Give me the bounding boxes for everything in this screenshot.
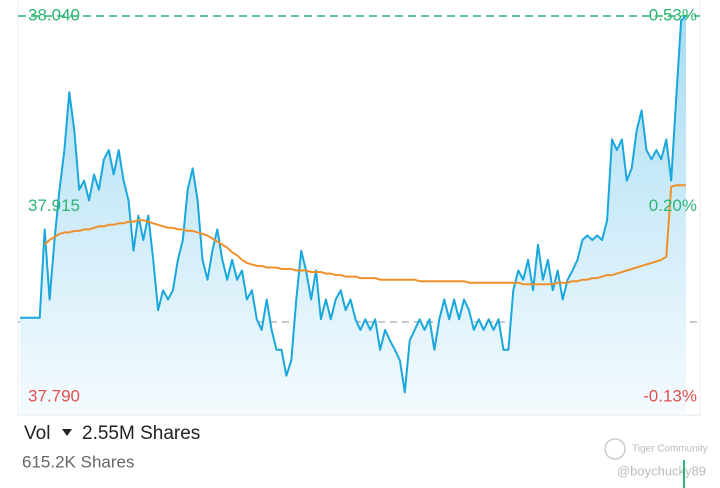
labels: 38.040 37.915 37.790 0.53% 0.20% -0.13%: [28, 5, 697, 405]
y2-tick-label: 0.53%: [649, 5, 697, 24]
dropdown-arrow[interactable]: [62, 429, 72, 436]
y2-tick-label: 0.20%: [649, 196, 697, 215]
y-tick-label: 37.790: [28, 386, 80, 405]
y-tick-label: 38.040: [28, 5, 80, 24]
y2-tick-label: -0.13%: [643, 386, 697, 405]
watermark: Tiger Community: [632, 444, 708, 455]
price-line: [20, 15, 687, 394]
watermark-logo: [604, 438, 626, 460]
volume-current: 615.2K Shares: [22, 452, 134, 471]
volume-total: 2.55M Shares: [82, 423, 200, 444]
plot: [18, 15, 700, 415]
price-area: [20, 16, 686, 415]
volume-label[interactable]: Vol: [24, 423, 50, 444]
y-tick-label: 37.915: [28, 196, 80, 215]
average-line: [44, 184, 686, 286]
username: @boychucky89: [617, 463, 706, 478]
